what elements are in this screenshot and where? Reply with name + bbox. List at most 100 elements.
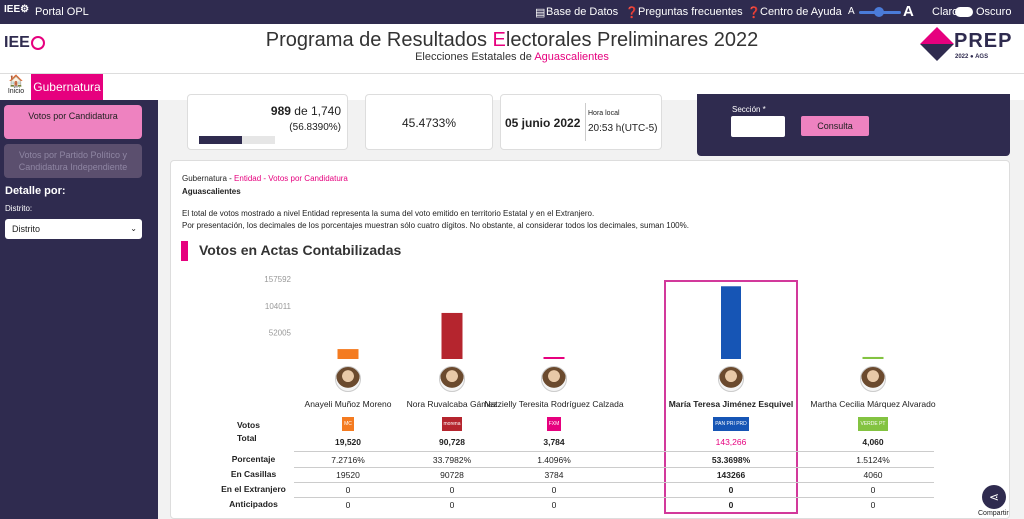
table-row-casillas: En Casillas [171,469,1011,483]
leading-candidate-highlight [664,280,798,514]
font-size-slider-handle[interactable] [874,7,884,17]
district-select-value: Distrito [12,224,41,234]
share-button[interactable]: ⋖ [982,485,1006,509]
anticipados-label: Anticipados [229,499,278,509]
party-logo-icon: morena [432,417,472,431]
candidate-extranjero: 0 [870,485,876,495]
actas-count: 989 [270,104,291,118]
actas-progress-bar [199,136,243,144]
candidate-total-votes: 4,060 [862,437,884,447]
datetime-divider [585,103,586,141]
candidate-extranjero: 0 [449,485,455,495]
participation-value: 45.4733% [401,116,457,130]
breadcrumb-current: Entidad - Votos por Candidatura [234,174,348,183]
base-de-datos-link[interactable]: Base de Datos [546,6,619,18]
section-label: Sección * [732,105,766,114]
help-center-link[interactable]: Centro de Ayuda [760,6,842,18]
top-bar: IEE⚙ Portal OPL ▤ Base de Datos ❓ Pregun… [0,0,1024,24]
district-select[interactable]: Distrito ⌄ [5,219,142,239]
chevron-down-icon: ⌄ [130,224,137,233]
chart-bar [543,357,565,359]
party-logo-icon: PAN PRI PRD [711,417,751,431]
chart-bar [441,312,463,359]
chart-bar [721,286,741,359]
detail-heading: Detalle por: [5,185,66,197]
share-icon: ⋖ [988,490,1000,504]
row-divider [294,467,934,468]
y-tick-label: 52005 [269,329,292,338]
candidate-anticipados: 0 [449,500,455,510]
font-size-small[interactable]: A [848,6,855,17]
candidate-casillas: 19520 [336,470,360,480]
candidate-extranjero: 0 [345,485,351,495]
sidebar: Votos por Candidatura Votos por Partido … [0,100,158,519]
candidate-total-votes: 19,520 [335,437,361,447]
page-subtitle: Elecciones Estatales de Aguascalientes [415,51,609,63]
actas-progress-track [199,136,275,144]
prep-logo-sub: 2022 ● AGS [955,54,989,60]
local-time-label: Hora local [588,110,620,117]
candidate-anticipados: 0 [728,500,734,510]
candidate-percent: 1.5124% [856,455,890,465]
candidate-name: Martha Cecilia Márquez Alvarado [810,399,936,409]
votes-by-party-button[interactable]: Votos por Partido Político y Candidatura… [4,144,142,178]
candidate-photo [860,366,886,392]
question-icon: ❓ [625,7,639,19]
home-icon: 🏠 [8,74,24,88]
consult-button[interactable]: Consulta [801,116,869,136]
extranjero-label: En el Extranjero [221,484,286,494]
candidate-casillas: 143266 [716,470,746,480]
home-label: Inicio [7,88,25,95]
candidate-percent: 7.2716% [331,455,365,465]
section-input[interactable] [731,116,785,137]
y-tick-label: 157592 [264,275,291,284]
candidate-percent: 1.4096% [537,455,571,465]
home-button[interactable]: 🏠 Inicio [3,74,29,100]
party-logo-icon: FXM [534,417,574,431]
candidate-casillas: 90728 [440,470,464,480]
candidate-anticipados: 0 [345,500,351,510]
candidate-percent: 33.7982% [432,455,472,465]
candidate-photo [335,366,361,392]
candidate-photo [541,366,567,392]
candidate-name: Anayeli Muñoz Moreno [304,399,392,409]
faq-link[interactable]: Preguntas frecuentes [638,6,743,18]
chart-bar [862,356,884,359]
participation-card: 45.4733% [365,94,493,150]
actas-total: 1,740 [310,104,341,118]
datetime-card: 05 junio 2022 Hora local 20:53 h(UTC-5) [500,94,662,150]
theme-toggle[interactable] [955,7,973,17]
date-value: 05 junio 2022 [505,116,581,130]
table-row-percent: Porcentaje [171,454,1011,468]
local-time-value: 20:53 h(UTC-5) [588,123,658,134]
table-row-anticipados: Anticipados [171,499,1011,513]
header: IEE Programa de Resultados Electorales P… [0,24,1024,74]
candidate-casillas: 4060 [863,470,883,480]
percent-label: Porcentaje [231,454,276,464]
tab-gubernatura[interactable]: Gubernatura [31,74,103,100]
casillas-label: En Casillas [230,469,277,479]
portal-opl-link[interactable]: Portal OPL [35,6,89,18]
breadcrumb: Gubernatura - Entidad - Votos por Candid… [182,174,348,183]
party-logo-icon: VERDE PT [853,417,893,431]
votes-by-candidacy-button[interactable]: Votos por Candidatura [4,105,142,139]
candidate-extranjero: 0 [551,485,557,495]
section-title-accent [181,241,188,261]
candidate-name: Nora Ruvalcaba Gámez [406,399,498,409]
database-icon: ▤ [535,7,546,19]
breadcrumb-level[interactable]: Gubernatura - [182,174,235,183]
actas-de: de [294,104,308,118]
chart-bar [337,349,359,359]
candidate-photo [439,366,465,392]
page-title: Programa de Resultados Electorales Preli… [265,29,759,51]
results-panel: Gubernatura - Entidad - Votos por Candid… [170,160,1010,519]
row-divider [294,482,934,483]
prep-logo-text: PREP [954,30,1013,52]
nav-bar: 🏠 Inicio Gubernatura [0,74,1024,100]
candidate-percent: 53.3698% [711,455,751,465]
district-label: Distrito: [5,204,33,213]
entity-name: Aguascalientes [182,187,241,196]
y-tick-label: 104011 [265,302,292,311]
font-size-large[interactable]: A [903,3,914,20]
section-title: Votos en Actas Contabilizadas [199,242,402,258]
